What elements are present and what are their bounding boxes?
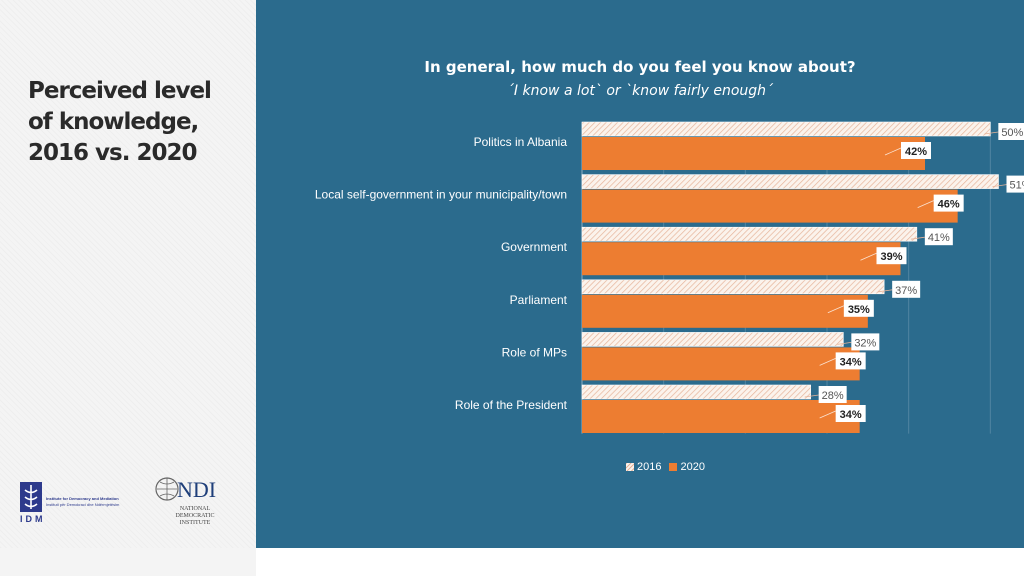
idm-logo-line2: Instituti për Demokraci dhe Ndërmjetësim [46, 502, 120, 507]
slide-title-line-1: Perceived level [28, 78, 212, 104]
bar-2020 [582, 294, 868, 328]
idm-logo: IDM Institute for Democracy and Mediatio… [20, 482, 120, 524]
bottom-strip [256, 548, 1024, 576]
left-panel: Perceived level of knowledge, 2016 vs. 2… [0, 0, 256, 576]
category-label: Role of MPs [502, 345, 567, 359]
data-label-2016: 50% [1001, 127, 1023, 139]
ndi-mark-text: NDI [177, 477, 216, 502]
data-label-2016: 41% [928, 232, 950, 244]
data-label-leader-2016 [984, 131, 999, 135]
data-label-leader-2016 [804, 394, 819, 398]
data-label-leader-2020 [860, 252, 877, 261]
bar-2020 [582, 242, 901, 276]
ndi-name-line-3: INSTITUTE [179, 520, 211, 526]
bar-2020 [582, 189, 958, 223]
data-label-box-2016 [892, 280, 921, 298]
ndi-name: NATIONAL DEMOCRATIC INSTITUTE [157, 506, 233, 527]
data-label-2016: 51% [1009, 180, 1024, 192]
logos: IDM Institute for Democracy and Mediatio… [20, 474, 250, 534]
legend-item-2016: 2016 [626, 461, 661, 473]
data-label-2020: 35% [848, 304, 870, 316]
ndi-mark: NDI [155, 477, 216, 502]
idm-logo-letters: IDM [20, 514, 46, 524]
data-label-box-2020 [835, 405, 866, 422]
data-label-box-2020 [901, 142, 931, 159]
category-label: Role of the President [455, 398, 568, 412]
data-label-box-2016 [1006, 175, 1024, 193]
data-label-leader-2016 [837, 342, 852, 345]
data-label-box-2016 [818, 386, 847, 403]
legend-swatch-2020 [669, 463, 678, 471]
slide-title-line-2: of knowledge, [28, 109, 199, 135]
data-label-2020: 39% [880, 251, 902, 263]
data-label-2016: 28% [822, 390, 844, 402]
grid-layer [581, 122, 991, 434]
data-label-leader-2020 [884, 147, 902, 156]
legend-item-2020: 2020 [669, 461, 705, 473]
data-label-2020: 34% [840, 356, 862, 368]
data-label-leader-2016 [878, 289, 893, 293]
bars-layer: Politics in Albania 50% 42% Local self-gove… [315, 121, 1024, 433]
bar-2020 [582, 347, 860, 381]
bar-chart: Politics in Albania 50% 42% Local self-gove… [315, 121, 1024, 434]
legend-label-2020: 2020 [680, 461, 705, 473]
data-label-2016: 32% [854, 337, 876, 349]
bar-2016 [581, 279, 885, 295]
ndi-name-line-2: DEMOCRATIC [175, 513, 215, 519]
data-label-box-2016 [998, 123, 1024, 140]
category-label: Local self-government in your municipali… [315, 188, 567, 202]
data-label-2020: 42% [905, 146, 927, 158]
chart-legend: 2016 2020 [626, 461, 705, 473]
bar-2016 [581, 226, 918, 242]
bar-2016 [581, 332, 844, 347]
idm-logo-line1: Institute for Democracy and Mediation [46, 496, 119, 501]
data-label-leader-2020 [917, 200, 934, 208]
slide-title: Perceived level of knowledge, 2016 vs. 2… [28, 76, 248, 169]
bottom-left-strip [0, 548, 280, 576]
ndi-logo: NDI NATIONAL DEMOCRATIC INSTITUTE [155, 474, 235, 530]
chart-title: In general, how much do you feel you kno… [424, 58, 856, 76]
slide-title-line-3: 2016 vs. 2020 [28, 140, 197, 166]
data-label-box-2016 [924, 228, 953, 246]
data-label-leader-2016 [910, 236, 925, 240]
bar-2016 [581, 174, 999, 189]
category-label: Government [501, 240, 568, 254]
legend-swatch-2016 [626, 463, 634, 471]
data-label-leader-2020 [827, 305, 844, 314]
data-label-box-2020 [843, 299, 874, 317]
legend-label-2016: 2016 [637, 461, 662, 473]
data-label-leader-2020 [819, 358, 836, 366]
data-label-box-2020 [835, 352, 866, 370]
data-label-box-2016 [851, 333, 880, 351]
data-label-leader-2020 [819, 410, 836, 419]
bar-2020 [582, 400, 860, 433]
bar-2016 [581, 384, 811, 400]
data-label-box-2020 [933, 194, 964, 212]
ndi-name-line-1: NATIONAL [179, 506, 211, 512]
chart-subtitle: ´I know a lot` or `know fairly enough´ [506, 83, 774, 99]
data-label-box-2020 [876, 247, 907, 265]
category-label: Parliament [510, 293, 568, 307]
data-label-leader-2016 [992, 184, 1007, 187]
data-label-2016: 37% [895, 285, 917, 297]
bar-2016 [581, 121, 991, 137]
data-label-2020: 46% [938, 199, 960, 211]
bar-2020 [582, 137, 925, 170]
category-label: Politics in Albania [474, 135, 568, 149]
data-label-2020: 34% [840, 409, 862, 421]
